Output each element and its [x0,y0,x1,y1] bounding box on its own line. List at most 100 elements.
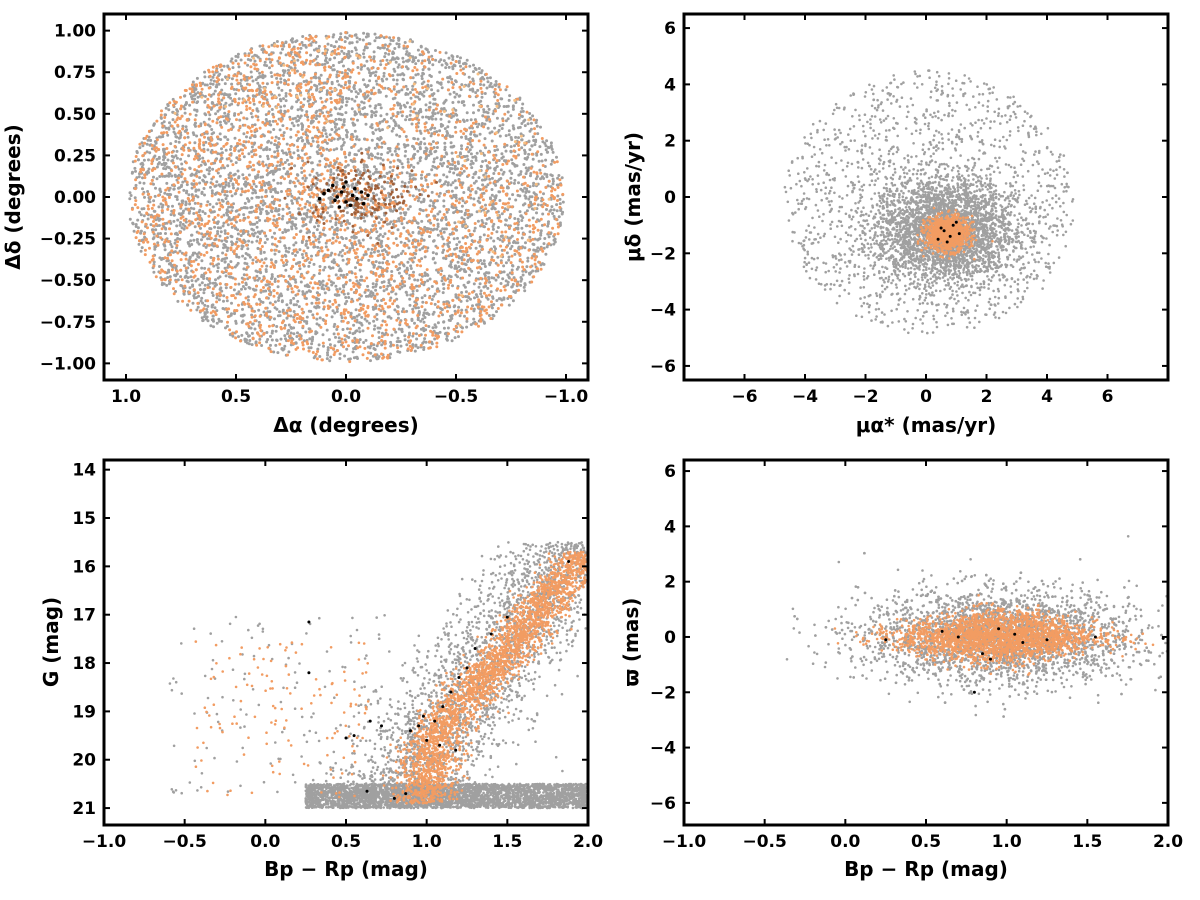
sky-field-point [372,308,375,311]
sky-field-point [230,145,233,148]
sky-field-point [472,104,475,107]
sky-field-point [465,290,468,293]
sky-field-point [417,138,420,141]
sky-field-point [225,246,228,249]
sky-field-point [532,135,535,138]
sky-field-point [148,151,151,154]
sky-field-point [220,69,223,72]
sky-field-point [330,114,333,117]
sky-field-point [381,249,384,252]
sky-field-point [381,78,384,81]
sky-field-point [159,190,162,193]
sky-field-point [318,77,321,80]
sky-field-point [484,204,487,207]
sky-field-point [496,165,499,168]
sky-field-point [367,248,370,251]
sky-field-point [495,230,498,233]
sky-field-point [375,36,378,39]
sky-field-point [529,130,532,133]
sky-field-point [512,299,515,302]
sky-field-point [181,226,184,229]
sky-field-point [282,167,285,170]
sky-field-point [384,43,387,46]
sky-field-point [425,179,428,182]
sky-field-point [424,47,427,50]
sky-field-point [268,310,271,313]
sky-field-point [404,150,407,153]
sky-field-point [297,124,300,127]
sky-field-point [527,198,530,201]
sky-field-point [396,79,399,82]
sky-field-point [470,160,473,163]
sky-field-point [376,137,379,140]
sky-field-point [380,218,383,221]
sky-field-point [480,289,483,292]
sky-field-point [162,148,165,151]
sky-field-point [326,357,329,360]
sky-field-point [346,227,349,230]
sky-field-point [318,241,321,244]
sky-field-point [222,225,225,228]
sky-field-point [370,183,373,186]
sky-field-point [403,143,406,146]
sky-field-point [289,299,292,302]
sky-field-point [200,297,203,300]
sky-field-point [237,335,240,338]
sky-field-point [403,334,406,337]
sky-field-point [341,255,344,258]
sky-field-point [350,298,353,301]
sky-field-point [303,206,306,209]
sky-field-point [148,200,151,203]
sky-field-point [507,259,510,262]
sky-field-point [419,157,422,160]
sky-field-point [237,53,240,56]
sky-field-point [330,44,333,47]
sky-field-point [319,316,322,319]
sky-field-point [396,340,399,343]
sky-field-point [166,134,169,137]
sky-field-point [380,240,383,243]
sky-field-point [222,307,225,310]
sky-field-point [471,304,474,307]
sky-field-point [256,109,259,112]
sky-field-point [363,220,366,223]
sky-field-point [192,239,195,242]
sky-field-point [219,275,222,278]
sky-field-point [378,355,381,358]
sky-field-point [453,64,456,67]
sky-field-point [213,226,216,229]
sky-field-point [421,77,424,80]
sky-field-point [486,183,489,186]
sky-field-point [519,210,522,213]
sky-field-point [406,267,409,270]
sky-field-point [532,184,535,187]
sky-field-point [328,359,331,362]
sky-field-point [286,288,289,291]
sky-field-point [359,338,362,341]
sky-field-point [318,45,321,48]
sky-field-point [347,292,350,295]
sky-field-point [432,112,435,115]
sky-field-point [180,163,183,166]
sky-field-point [433,127,436,130]
sky-field-point [468,274,471,277]
sky-field-point [471,239,474,242]
sky-field-point [462,119,465,122]
sky-field-point [226,311,229,314]
sky-field-point [518,117,521,120]
sky-field-point [264,75,267,78]
sky-field-point [495,279,498,282]
sky-field-point [409,304,412,307]
sky-field-point [412,166,415,169]
sky-field-point [451,205,454,208]
sky-field-point [276,149,279,152]
sky-field-point [334,293,337,296]
sky-field-point [378,238,381,241]
sky-field-point [329,133,332,136]
sky-field-point [280,338,283,341]
sky-field-point [322,345,325,348]
sky-field-point [401,330,404,333]
sky-field-point [348,331,351,334]
sky-field-point [479,282,482,285]
sky-field-point [211,291,214,294]
